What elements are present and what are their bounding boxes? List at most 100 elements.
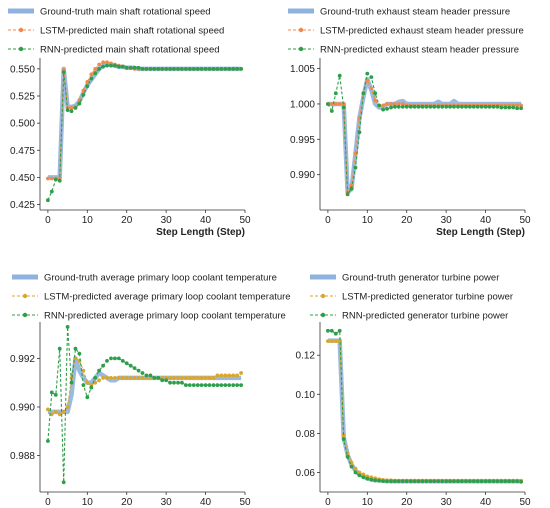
legend-marker — [320, 312, 326, 318]
legend-item: Ground-truth exhaust steam header pressu… — [288, 7, 510, 18]
data-point — [428, 479, 433, 484]
data-point — [369, 477, 374, 482]
legend-label: LSTM-predicted exhaust steam header pres… — [320, 26, 524, 37]
data-point — [46, 439, 50, 443]
legend-label: LSTM-predicted average primary loop cool… — [44, 292, 291, 303]
data-point — [219, 383, 224, 387]
data-point — [223, 373, 228, 378]
data-point — [144, 373, 149, 378]
data-point — [53, 410, 58, 414]
data-point — [448, 479, 452, 484]
y-tick-label: 1.000 — [290, 99, 315, 110]
data-point — [227, 383, 232, 387]
data-point — [89, 385, 94, 390]
legend-marker — [298, 46, 304, 52]
data-point — [393, 104, 397, 109]
data-point — [464, 104, 468, 109]
data-point — [235, 373, 240, 378]
x-axis-label: Step Length (Step) — [436, 227, 525, 238]
data-point — [109, 376, 113, 380]
data-point — [495, 479, 500, 484]
legend-item: Ground-truth main shaft rotational speed — [8, 7, 211, 18]
data-point — [467, 104, 472, 109]
data-point — [101, 363, 105, 368]
data-point — [164, 67, 169, 71]
data-point — [239, 67, 244, 71]
data-point — [227, 373, 232, 378]
data-point — [483, 479, 488, 484]
x-tick-label: 30 — [161, 215, 173, 226]
data-point — [49, 189, 54, 194]
data-point — [93, 67, 98, 71]
data-point — [452, 479, 456, 484]
x-tick-label: 0 — [325, 215, 331, 226]
data-point — [207, 67, 212, 71]
x-tick-label: 50 — [519, 215, 531, 226]
data-point — [124, 376, 129, 380]
data-point — [408, 479, 413, 484]
data-point — [329, 328, 334, 333]
plot-area — [320, 322, 525, 492]
data-point — [326, 102, 330, 106]
data-point — [373, 478, 378, 483]
data-point — [132, 65, 137, 70]
x-tick-label: 10 — [362, 497, 374, 508]
data-point — [211, 67, 216, 71]
data-point — [124, 65, 129, 70]
data-point — [361, 475, 366, 480]
data-point — [231, 383, 236, 387]
data-point — [389, 102, 393, 106]
legend: Ground-truth generator turbine power LSTM… — [310, 273, 513, 322]
data-point — [164, 378, 169, 383]
data-point — [168, 380, 173, 385]
data-point — [420, 479, 425, 484]
data-point — [219, 67, 224, 71]
data-point — [487, 104, 492, 109]
data-point — [215, 67, 220, 71]
data-point — [235, 383, 240, 387]
series-3 — [46, 63, 244, 203]
legend-item: RNN-predicted main shaft rotational spee… — [8, 45, 220, 56]
data-point — [377, 103, 381, 108]
data-point — [136, 65, 141, 70]
data-point — [85, 395, 90, 400]
data-point — [148, 373, 153, 378]
data-point — [515, 106, 519, 111]
legend-item: RNN-predicted average primary loop coola… — [12, 311, 286, 322]
data-point — [479, 104, 484, 109]
legend-label: Ground-truth exhaust steam header pressu… — [320, 7, 510, 18]
data-point — [172, 376, 176, 380]
data-point — [487, 479, 492, 484]
data-point — [69, 106, 74, 110]
data-point — [499, 479, 504, 484]
legend-label: Ground-truth average primary loop coolan… — [44, 273, 277, 284]
data-point — [385, 107, 389, 111]
data-point — [211, 376, 216, 380]
data-point — [369, 75, 374, 79]
data-point — [495, 104, 500, 109]
data-point — [140, 67, 145, 71]
data-point — [519, 479, 523, 484]
data-point — [187, 383, 192, 387]
data-point — [393, 479, 397, 484]
y-tick-label: 1.005 — [290, 64, 315, 75]
data-point — [432, 479, 437, 484]
data-point — [152, 376, 157, 380]
data-point — [69, 109, 74, 114]
data-point — [329, 102, 334, 106]
series-3 — [46, 325, 244, 485]
legend-label: Ground-truth main shaft rotational speed — [40, 7, 211, 18]
data-point — [393, 102, 397, 106]
data-point — [120, 376, 125, 380]
legend-marker — [320, 293, 326, 299]
data-point — [53, 177, 58, 182]
data-point — [333, 331, 338, 336]
data-point — [215, 373, 220, 378]
legend-item: RNN-predicted generator turbine power — [310, 311, 508, 322]
data-point — [511, 105, 516, 110]
data-point — [195, 383, 200, 387]
data-point — [349, 464, 354, 469]
data-point — [168, 376, 173, 380]
data-point — [404, 479, 409, 484]
